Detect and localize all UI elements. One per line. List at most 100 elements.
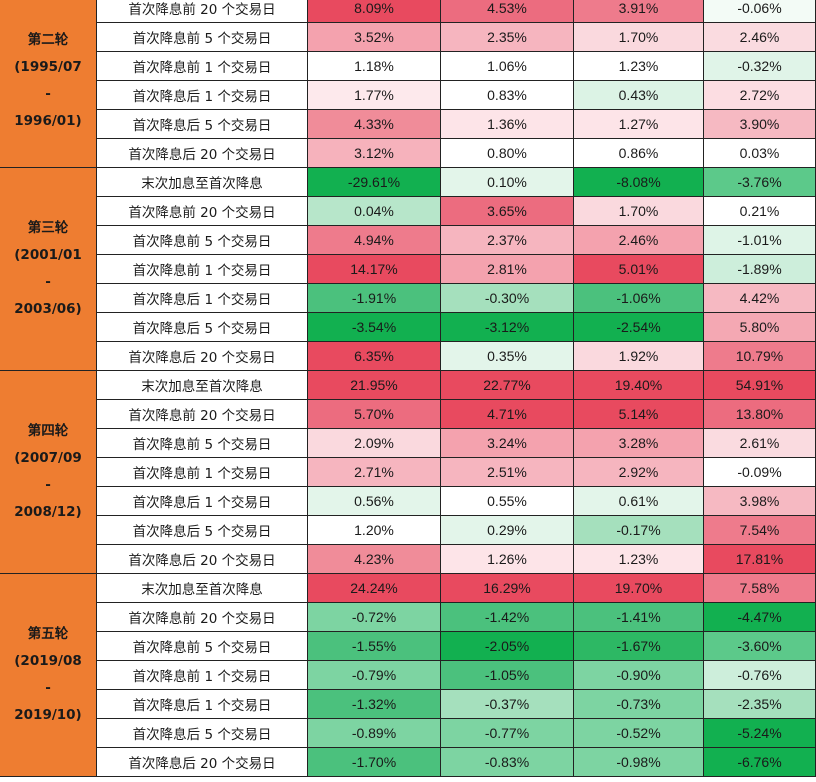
period-label: 首次降息后 1 个交易日 bbox=[97, 81, 308, 110]
period-label: 首次降息前 20 个交易日 bbox=[97, 0, 308, 23]
value-cell: 2.51% bbox=[441, 458, 574, 487]
table-row: 首次降息后 5 个交易日 -3.54% -3.12% -2.54% 5.80% bbox=[97, 313, 816, 342]
table-row: 首次降息前 5 个交易日 4.94% 2.37% 2.46% -1.01% bbox=[97, 226, 816, 255]
value-cell: -2.05% bbox=[441, 632, 574, 661]
table-row: 首次降息后 1 个交易日 0.56% 0.55% 0.61% 3.98% bbox=[97, 487, 816, 516]
round-header: 第五轮 (2019/08 - 2019/10) bbox=[0, 574, 97, 777]
round-label: 第四轮 (2007/09 - 2008/12) bbox=[14, 423, 82, 520]
value-cell: 0.29% bbox=[441, 516, 574, 545]
period-label: 首次降息后 20 个交易日 bbox=[97, 139, 308, 168]
value-cell: -0.98% bbox=[574, 748, 704, 777]
value-cell: 2.09% bbox=[308, 429, 441, 458]
value-cell: -6.76% bbox=[704, 748, 816, 777]
value-cell: 4.33% bbox=[308, 110, 441, 139]
table-row: 首次降息后 5 个交易日 -0.89% -0.77% -0.52% -5.24% bbox=[97, 719, 816, 748]
value-cell: -5.24% bbox=[704, 719, 816, 748]
value-cell: 3.12% bbox=[308, 139, 441, 168]
value-cell: 0.80% bbox=[441, 139, 574, 168]
value-cell: 1.70% bbox=[574, 197, 704, 226]
value-cell: -29.61% bbox=[308, 168, 441, 197]
value-cell: 5.80% bbox=[704, 313, 816, 342]
value-cell: -1.67% bbox=[574, 632, 704, 661]
value-cell: 0.86% bbox=[574, 139, 704, 168]
value-cell: 17.81% bbox=[704, 545, 816, 574]
table-row: 末次加息至首次降息 21.95% 22.77% 19.40% 54.91% bbox=[97, 371, 816, 400]
value-cell: 5.14% bbox=[574, 400, 704, 429]
value-cell: 3.65% bbox=[441, 197, 574, 226]
value-cell: 1.92% bbox=[574, 342, 704, 371]
table-row: 首次降息后 1 个交易日 1.77% 0.83% 0.43% 2.72% bbox=[97, 81, 816, 110]
value-cell: 2.35% bbox=[441, 23, 574, 52]
period-label: 首次降息前 20 个交易日 bbox=[97, 400, 308, 429]
table-row: 末次加息至首次降息 -29.61% 0.10% -8.08% -3.76% bbox=[97, 168, 816, 197]
value-cell: -1.06% bbox=[574, 284, 704, 313]
round-header: 第二轮 (1995/07 - 1996/01) bbox=[0, 0, 97, 168]
value-cell: 2.92% bbox=[574, 458, 704, 487]
value-cell: 1.23% bbox=[574, 52, 704, 81]
round-label: 第五轮 (2019/08 - 2019/10) bbox=[14, 626, 82, 723]
value-cell: 4.42% bbox=[704, 284, 816, 313]
value-cell: -1.91% bbox=[308, 284, 441, 313]
period-label: 首次降息前 1 个交易日 bbox=[97, 255, 308, 284]
value-cell: 21.95% bbox=[308, 371, 441, 400]
table-row: 首次降息前 1 个交易日 1.18% 1.06% 1.23% -0.32% bbox=[97, 52, 816, 81]
value-cell: 54.91% bbox=[704, 371, 816, 400]
value-cell: 2.46% bbox=[574, 226, 704, 255]
value-cell: 0.04% bbox=[308, 197, 441, 226]
value-cell: -0.32% bbox=[704, 52, 816, 81]
table-row: 首次降息前 5 个交易日 3.52% 2.35% 1.70% 2.46% bbox=[97, 23, 816, 52]
value-cell: 0.55% bbox=[441, 487, 574, 516]
table-row: 首次降息后 20 个交易日 4.23% 1.26% 1.23% 17.81% bbox=[97, 545, 816, 574]
value-cell: 2.61% bbox=[704, 429, 816, 458]
period-label: 末次加息至首次降息 bbox=[97, 371, 308, 400]
table-row: 首次降息后 1 个交易日 -1.32% -0.37% -0.73% -2.35% bbox=[97, 690, 816, 719]
period-label: 首次降息前 20 个交易日 bbox=[97, 603, 308, 632]
value-cell: 16.29% bbox=[441, 574, 574, 603]
value-cell: 7.54% bbox=[704, 516, 816, 545]
round-label: 第二轮 (1995/07 - 1996/01) bbox=[14, 31, 82, 129]
value-cell: -0.30% bbox=[441, 284, 574, 313]
value-cell: -3.54% bbox=[308, 313, 441, 342]
value-cell: 1.77% bbox=[308, 81, 441, 110]
value-cell: -1.05% bbox=[441, 661, 574, 690]
value-cell: -8.08% bbox=[574, 168, 704, 197]
value-cell: 1.20% bbox=[308, 516, 441, 545]
period-label: 首次降息后 5 个交易日 bbox=[97, 313, 308, 342]
table-row: 首次降息前 1 个交易日 2.71% 2.51% 2.92% -0.09% bbox=[97, 458, 816, 487]
table-row: 首次降息后 20 个交易日 3.12% 0.80% 0.86% 0.03% bbox=[97, 139, 816, 168]
value-cell: 0.10% bbox=[441, 168, 574, 197]
value-cell: 3.52% bbox=[308, 23, 441, 52]
value-cell: -1.41% bbox=[574, 603, 704, 632]
table-row: 首次降息前 20 个交易日 8.09% 4.53% 3.91% -0.06% bbox=[97, 0, 816, 23]
value-cell: -0.83% bbox=[441, 748, 574, 777]
value-cell: -0.73% bbox=[574, 690, 704, 719]
period-label: 首次降息前 5 个交易日 bbox=[97, 226, 308, 255]
value-cell: 1.70% bbox=[574, 23, 704, 52]
value-cell: 3.91% bbox=[574, 0, 704, 23]
round-header: 第四轮 (2007/09 - 2008/12) bbox=[0, 371, 97, 574]
value-cell: 3.28% bbox=[574, 429, 704, 458]
table-row: 首次降息后 1 个交易日 -1.91% -0.30% -1.06% 4.42% bbox=[97, 284, 816, 313]
period-label: 首次降息前 5 个交易日 bbox=[97, 632, 308, 661]
table-row: 首次降息后 20 个交易日 -1.70% -0.83% -0.98% -6.76% bbox=[97, 748, 816, 777]
value-cell: 0.03% bbox=[704, 139, 816, 168]
value-cell: -0.90% bbox=[574, 661, 704, 690]
table-row: 末次加息至首次降息 24.24% 16.29% 19.70% 7.58% bbox=[97, 574, 816, 603]
value-cell: 0.83% bbox=[441, 81, 574, 110]
period-label: 首次降息前 20 个交易日 bbox=[97, 197, 308, 226]
value-cell: 7.58% bbox=[704, 574, 816, 603]
value-cell: 24.24% bbox=[308, 574, 441, 603]
value-cell: -0.79% bbox=[308, 661, 441, 690]
period-label: 首次降息后 1 个交易日 bbox=[97, 487, 308, 516]
value-cell: -1.89% bbox=[704, 255, 816, 284]
period-label: 末次加息至首次降息 bbox=[97, 574, 308, 603]
table-row: 首次降息前 20 个交易日 0.04% 3.65% 1.70% 0.21% bbox=[97, 197, 816, 226]
value-cell: 0.35% bbox=[441, 342, 574, 371]
value-cell: 0.56% bbox=[308, 487, 441, 516]
value-cell: 1.26% bbox=[441, 545, 574, 574]
value-cell: 2.81% bbox=[441, 255, 574, 284]
value-cell: 3.24% bbox=[441, 429, 574, 458]
value-cell: 22.77% bbox=[441, 371, 574, 400]
period-label: 首次降息后 20 个交易日 bbox=[97, 342, 308, 371]
